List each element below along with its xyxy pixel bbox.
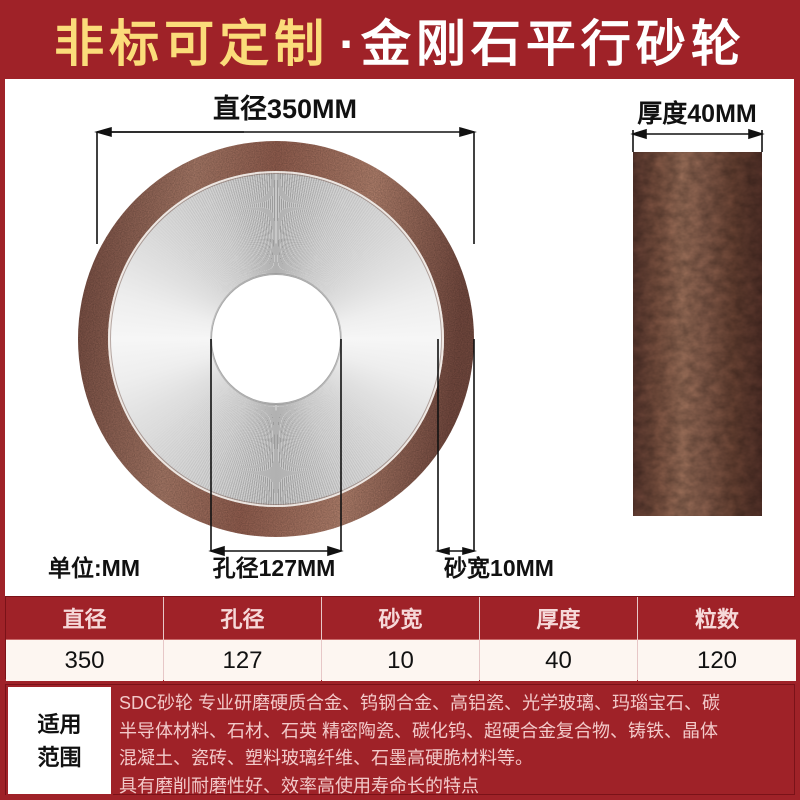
svg-text:厚度40MM: 厚度40MM bbox=[637, 99, 756, 128]
